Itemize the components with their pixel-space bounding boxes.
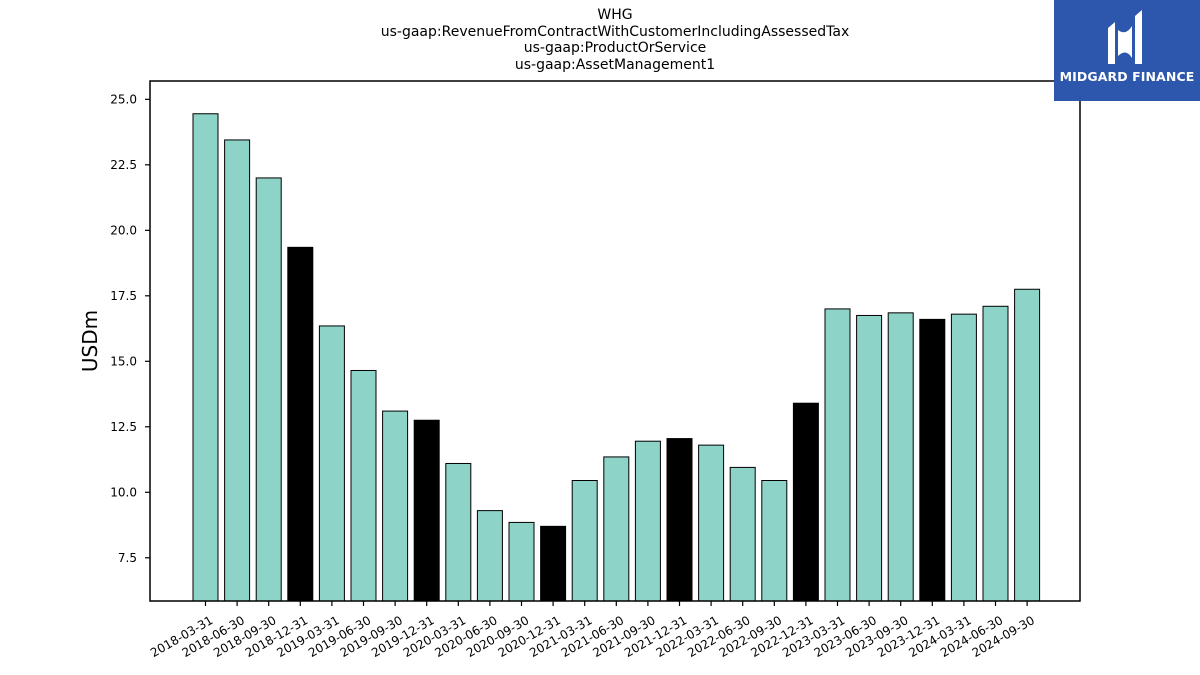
bar-2023-09-30 — [887, 312, 914, 602]
title-line-member: us-gaap:AssetManagement1 — [514, 56, 716, 73]
title-line-ticker: WHG — [597, 7, 633, 23]
bar-2019-09-30 — [382, 410, 409, 602]
bar-2019-03-31 — [318, 325, 345, 602]
bar-2018-03-31 — [192, 113, 219, 602]
bar-2018-12-31 — [287, 246, 314, 602]
title-line-concept: us-gaap:RevenueFromContractWithCustomerI… — [380, 23, 850, 40]
bars-group — [192, 113, 1041, 602]
bar-2023-12-31 — [919, 318, 946, 602]
y-tick-label: 22.5 — [110, 158, 137, 172]
bar-2023-06-30 — [856, 314, 883, 602]
bar-2022-03-31 — [698, 444, 725, 602]
bar-2020-09-30 — [508, 521, 535, 602]
bar-2018-06-30 — [224, 139, 251, 602]
bar-2021-03-31 — [571, 480, 598, 602]
y-tick-label: 15.0 — [110, 354, 137, 368]
bar-2024-06-30 — [982, 305, 1009, 602]
midgard-logo-icon — [1108, 10, 1142, 64]
bar-2021-06-30 — [603, 456, 630, 602]
title-line-axis: us-gaap:ProductOrService — [523, 40, 707, 56]
bar-2022-12-31 — [792, 402, 819, 602]
bar-2024-03-31 — [950, 313, 977, 602]
y-tick-label: 25.0 — [110, 92, 137, 106]
bar-2021-12-31 — [666, 438, 693, 602]
bar-2021-09-30 — [634, 440, 661, 602]
midgard-finance-logo: MIDGARD FINANCE — [1054, 0, 1200, 101]
bar-2020-12-31 — [540, 525, 567, 602]
chart-title: WHG us-gaap:RevenueFromContractWithCusto… — [150, 7, 1080, 73]
bar-2018-09-30 — [255, 177, 282, 602]
bar-2022-09-30 — [761, 480, 788, 602]
y-axis-label: USDm — [78, 310, 102, 372]
bar-2019-06-30 — [350, 369, 377, 602]
bar-2020-06-30 — [476, 510, 503, 602]
bar-2020-03-31 — [445, 462, 472, 602]
bar-2023-03-31 — [824, 308, 851, 602]
x-axis: 2018-03-312018-06-302018-09-302018-12-31… — [148, 601, 1037, 660]
y-tick-label: 12.5 — [110, 420, 137, 434]
y-tick-label: 17.5 — [110, 289, 137, 303]
y-axis: 7.5 10.0 12.5 15.0 17.5 20.0 22.5 25.0 — [110, 92, 150, 565]
y-tick-label: 10.0 — [110, 485, 137, 499]
bar-2019-12-31 — [413, 419, 440, 602]
plot-frame — [149, 80, 1081, 602]
bar-2022-06-30 — [729, 466, 756, 602]
y-tick-label: 7.5 — [118, 551, 137, 565]
bar-2024-09-30 — [1014, 288, 1041, 602]
logo-text: MIDGARD FINANCE — [1059, 69, 1195, 84]
y-tick-label: 20.0 — [110, 223, 137, 237]
